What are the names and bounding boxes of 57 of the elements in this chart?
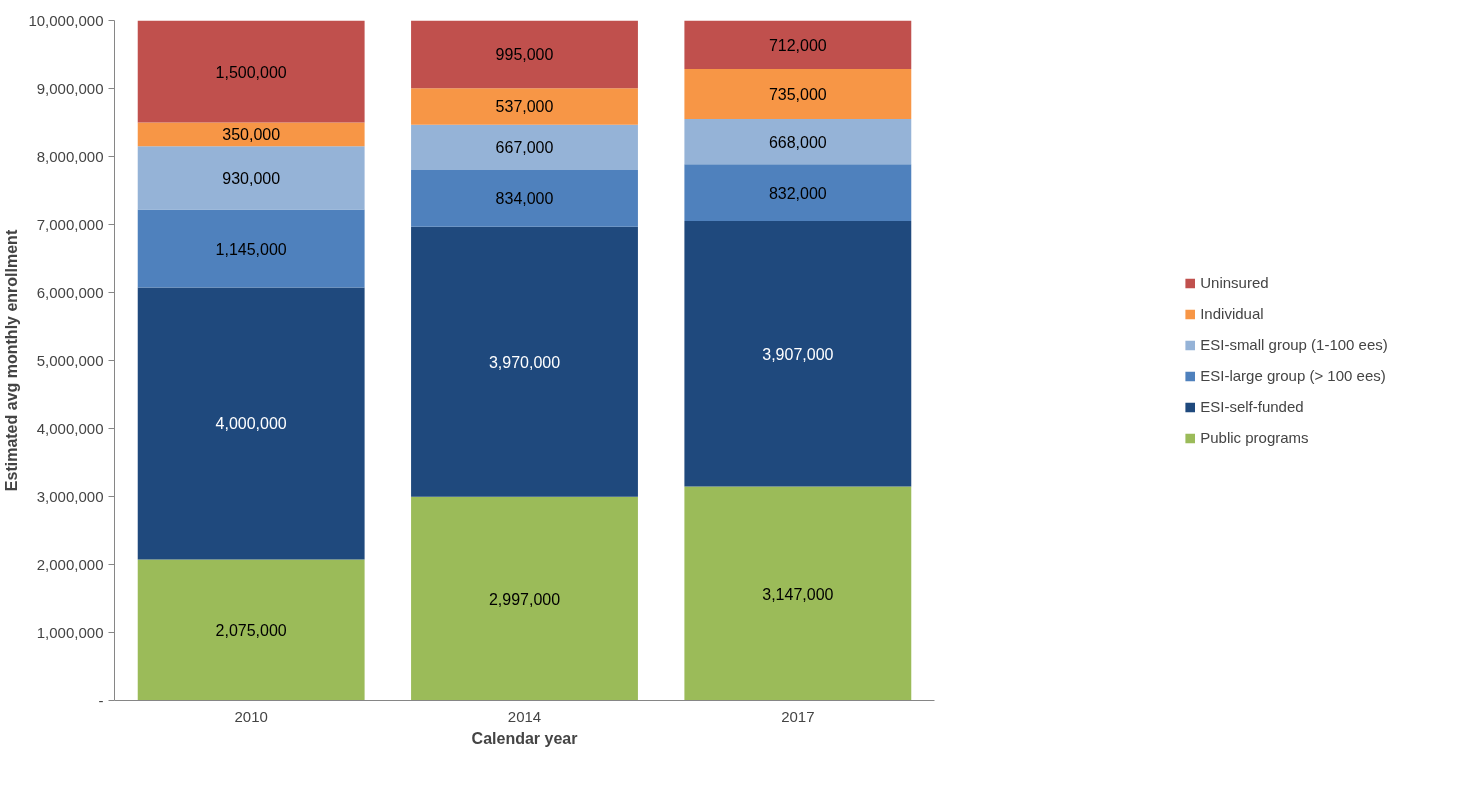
- bar: [411, 226, 638, 497]
- legend-label: Individual: [1200, 305, 1264, 322]
- x-axis-title: Calendar year: [471, 729, 578, 747]
- data-label: 832,000: [768, 184, 827, 202]
- data-label: 4,000,000: [215, 415, 287, 433]
- y-tick-label: 9,000,000: [36, 79, 104, 97]
- bar: [684, 164, 912, 221]
- data-label: 668,000: [768, 133, 827, 151]
- data-label: 995,000: [495, 46, 554, 64]
- y-tick-label: 1,000,000: [36, 623, 104, 641]
- y-axis-title: Estimated avg monthly enrollment: [3, 229, 21, 492]
- data-label: 350,000: [222, 126, 281, 144]
- legend-label: ESI-small group (1-100 ees): [1200, 336, 1388, 353]
- data-label: 537,000: [495, 98, 554, 116]
- bar: [684, 220, 912, 487]
- y-tick-label: 3,000,000: [36, 487, 104, 505]
- y-tick-label: 8,000,000: [36, 147, 104, 165]
- data-label: 667,000: [495, 139, 554, 157]
- bar: [137, 209, 365, 288]
- bar: [684, 118, 912, 165]
- data-label: 735,000: [768, 85, 827, 103]
- bar: [137, 146, 365, 210]
- x-tick-label: 2014: [507, 707, 542, 725]
- bar: [137, 559, 365, 701]
- bar: [411, 88, 638, 125]
- data-label: 712,000: [768, 36, 827, 54]
- data-label: 2,997,000: [488, 590, 561, 608]
- bar: [137, 287, 365, 560]
- bar: [411, 170, 638, 227]
- bar: [684, 486, 912, 701]
- y-tick-label: 4,000,000: [36, 419, 104, 437]
- y-tick-label: -: [98, 691, 104, 709]
- x-tick-label: 2010: [234, 707, 268, 725]
- bar: [684, 68, 912, 119]
- y-tick-label: 2,000,000: [36, 555, 104, 573]
- data-label: 3,147,000: [762, 585, 834, 603]
- y-tick-label: 10,000,000: [28, 11, 104, 29]
- data-label: 2,075,000: [215, 621, 287, 639]
- legend-label: Public programs: [1200, 429, 1309, 446]
- data-label: 1,145,000: [215, 240, 287, 258]
- y-tick-label: 5,000,000: [36, 351, 104, 369]
- data-label: 930,000: [222, 169, 281, 187]
- legend-label: ESI-large group (> 100 ees): [1200, 367, 1386, 384]
- y-tick-label: 7,000,000: [36, 215, 104, 233]
- legend-label: Uninsured: [1200, 274, 1269, 291]
- bar: [684, 20, 912, 69]
- y-tick-label: 6,000,000: [36, 283, 104, 301]
- bar: [411, 496, 638, 701]
- bar: [411, 20, 638, 89]
- legend-label: ESI-self-funded: [1200, 398, 1304, 415]
- data-label: 834,000: [495, 190, 554, 208]
- data-label: 3,970,000: [488, 353, 561, 371]
- bar: [137, 20, 365, 123]
- bar: [411, 124, 638, 171]
- x-tick-label: 2017: [781, 707, 815, 725]
- data-label: 1,500,000: [215, 63, 287, 81]
- data-label: 3,907,000: [762, 345, 834, 363]
